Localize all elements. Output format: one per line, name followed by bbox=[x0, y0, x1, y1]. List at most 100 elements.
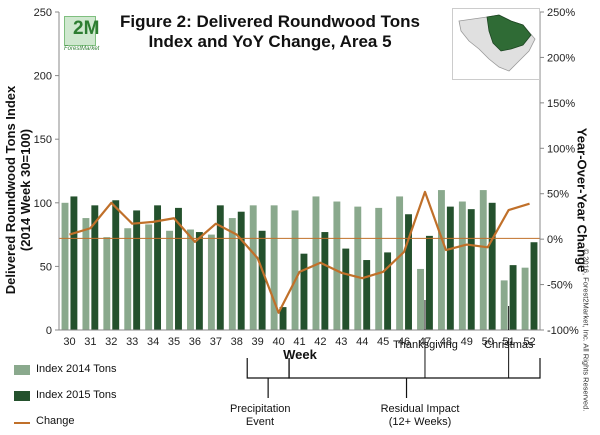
x-tick-label: 31 bbox=[84, 336, 96, 348]
x-tick-label: 36 bbox=[189, 336, 201, 348]
x-tick-label: 46 bbox=[398, 336, 410, 348]
x-tick-label: 45 bbox=[377, 336, 389, 348]
bar-2014 bbox=[312, 196, 320, 330]
x-tick-label: 39 bbox=[252, 336, 264, 348]
y-left-tick-label: 250 bbox=[34, 7, 52, 19]
annotation-thanksgiving: Thanksgiving bbox=[393, 339, 458, 351]
bar-2015 bbox=[175, 207, 182, 330]
bar-2014 bbox=[396, 196, 404, 330]
annotation-residual-line1: Residual Impact bbox=[380, 403, 460, 415]
bar-2014 bbox=[187, 229, 194, 330]
bar-2014 bbox=[145, 224, 153, 330]
bar-2014 bbox=[103, 237, 111, 330]
change-line bbox=[59, 190, 540, 314]
x-tick-label: 42 bbox=[314, 336, 326, 348]
annotation-residual: Residual Impact (12+ Weeks) bbox=[370, 403, 470, 429]
bar-2014 bbox=[207, 234, 215, 330]
bar-2015 bbox=[70, 196, 78, 330]
bar-2015 bbox=[467, 209, 475, 330]
legend-swatch-change bbox=[14, 422, 30, 424]
bar-2015 bbox=[279, 307, 287, 330]
x-tick-label: 50 bbox=[482, 336, 494, 348]
bar-2014 bbox=[417, 268, 424, 330]
bar-2014 bbox=[249, 205, 257, 330]
bar-2014 bbox=[375, 207, 383, 330]
bar-2014 bbox=[437, 190, 445, 330]
bar-2015 bbox=[237, 211, 245, 330]
bar-2015 bbox=[91, 205, 99, 330]
bar-2015 bbox=[258, 230, 266, 330]
y-right-tick-label: 0% bbox=[547, 234, 563, 246]
bar-2015 bbox=[154, 205, 162, 330]
bar-2014 bbox=[500, 280, 508, 330]
annotation-christmas: Christmas bbox=[484, 339, 534, 351]
legend-label-2015: Index 2015 Tons bbox=[36, 389, 117, 401]
map-icon bbox=[458, 14, 536, 72]
x-tick-label: 30 bbox=[63, 336, 75, 348]
bar-2014 bbox=[270, 205, 278, 330]
y-right-tick-label: 200% bbox=[547, 52, 575, 64]
bar-2014 bbox=[479, 190, 487, 330]
bar-2014 bbox=[166, 230, 174, 330]
logo-text: 2M bbox=[73, 18, 100, 39]
copyright-text: © 2016, Forest2Market, Inc. All Rights R… bbox=[581, 248, 591, 412]
annotation-residual-line2: (12+ Weeks) bbox=[388, 416, 452, 428]
y-right-tick-label: -50% bbox=[547, 280, 573, 292]
x-tick-label: 32 bbox=[105, 336, 117, 348]
bar-2014 bbox=[124, 228, 132, 330]
x-tick-label: 38 bbox=[231, 336, 243, 348]
bar-2015 bbox=[530, 242, 538, 330]
annotation-precip-line1: Precipitation bbox=[230, 403, 291, 415]
bar-2015 bbox=[509, 265, 517, 330]
x-tick-label: 37 bbox=[210, 336, 222, 348]
y-left-axis-label: Delivered Roundwood Tons Index (2014 Wee… bbox=[3, 86, 33, 295]
bar-2015 bbox=[342, 248, 350, 330]
x-axis-label: Week bbox=[283, 347, 317, 362]
bar-2015 bbox=[405, 214, 412, 330]
bar-2015 bbox=[321, 232, 329, 330]
bar-2014 bbox=[61, 202, 69, 330]
annotation-precip-line2: Event bbox=[245, 416, 275, 428]
bar-2014 bbox=[458, 201, 466, 330]
residual-bracket bbox=[288, 358, 541, 379]
chart-title: Figure 2: Delivered Roundwood Tons Index… bbox=[110, 12, 430, 52]
bar-2014 bbox=[82, 218, 90, 330]
y-left-label-line1: Delivered Roundwood Tons Index bbox=[3, 85, 18, 295]
bar-2015 bbox=[488, 202, 496, 330]
x-tick-label: 34 bbox=[147, 336, 159, 348]
y-left-tick-label: 50 bbox=[40, 261, 52, 273]
bar-2015 bbox=[133, 210, 141, 330]
bar-2014 bbox=[354, 206, 362, 330]
bar-2015 bbox=[384, 252, 392, 330]
x-tick-label: 43 bbox=[335, 336, 347, 348]
x-tick-label: 40 bbox=[272, 336, 284, 348]
y-right-tick-label: 50% bbox=[547, 189, 569, 201]
legend-swatch-2014 bbox=[14, 365, 30, 375]
bar-2015 bbox=[216, 205, 224, 330]
y-right-tick-label: 250% bbox=[547, 7, 575, 19]
y-right-tick-label: 150% bbox=[547, 98, 575, 110]
annotation-precipitation: Precipitation Event bbox=[230, 403, 291, 429]
bars bbox=[61, 190, 538, 330]
chart-title-line1: Figure 2: Delivered Roundwood Tons bbox=[119, 12, 421, 31]
x-tick-label: 33 bbox=[126, 336, 138, 348]
y-right-tick-label: 100% bbox=[547, 143, 575, 155]
y-left-label-line2: (2014 Week 30=100) bbox=[18, 128, 33, 252]
forest2market-logo: 2M ForestMarket bbox=[64, 16, 110, 54]
bar-2015 bbox=[425, 235, 433, 330]
bar-2015 bbox=[300, 253, 308, 330]
bar-2015 bbox=[363, 260, 371, 330]
x-tick-label: 35 bbox=[168, 336, 180, 348]
axes: 0 50 100 150 200 250 -100% -50% 0% 50% 100% 150% 200… bbox=[34, 7, 579, 348]
legend-swatch-2015 bbox=[14, 391, 30, 401]
x-tick-label: 52 bbox=[523, 336, 535, 348]
y-left-tick-label: 200 bbox=[34, 71, 52, 83]
y-right-tick-label: -100% bbox=[547, 325, 579, 337]
annotation-brackets bbox=[246, 300, 541, 398]
bar-2014 bbox=[291, 210, 299, 330]
copyright-notice: © 2016, Forest2Market, Inc. All Rights R… bbox=[580, 230, 592, 430]
chart-title-line2: Index and YoY Change, Area 5 bbox=[148, 32, 392, 51]
bar-2015 bbox=[112, 200, 120, 330]
legend-label-change: Change bbox=[36, 415, 75, 427]
